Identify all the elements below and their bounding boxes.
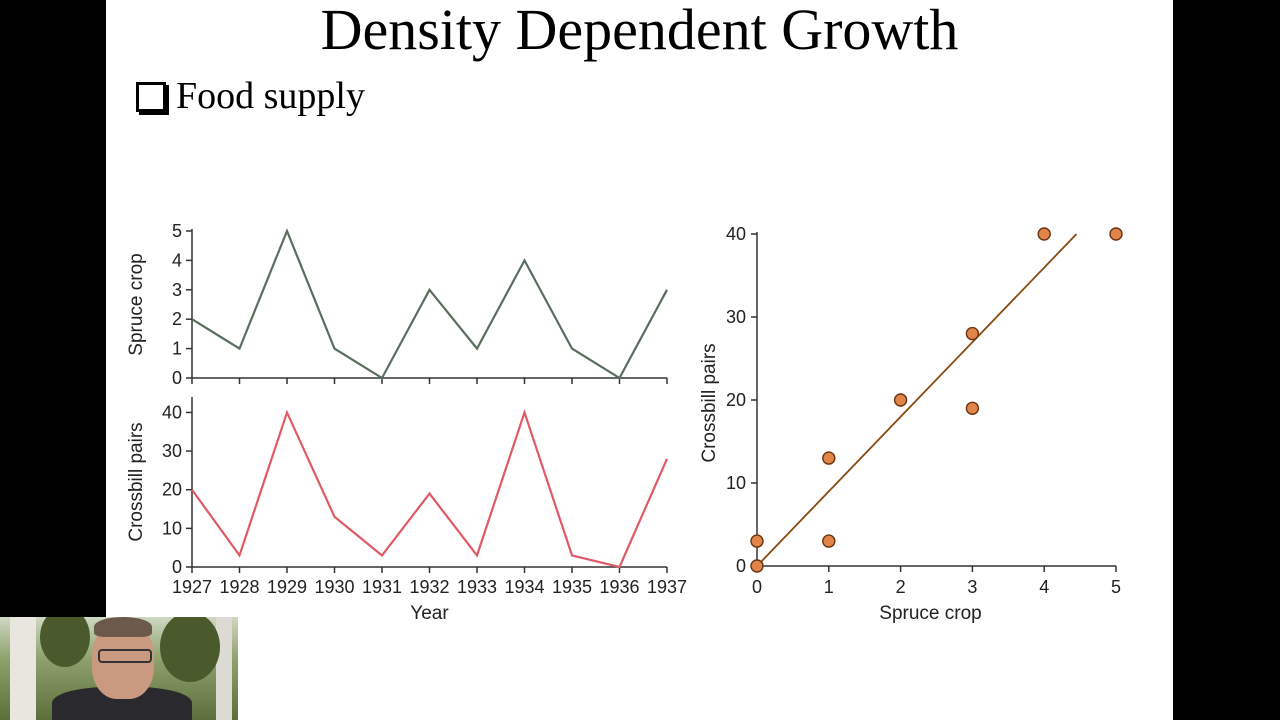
y-tick-label: 0 (172, 557, 182, 577)
x-tick-label: 5 (1111, 577, 1121, 597)
y-tick-label: 20 (726, 390, 746, 410)
crossbill-vs-spruce-scatter-chart: 0 10 20 30 40 0 1 2 3 4 5 Spruce crop Crossbill pair… (699, 224, 1123, 624)
spruce-crop-series-line (191, 228, 668, 380)
y-tick-label: 2 (172, 309, 182, 329)
x-tick-label: 4 (1039, 577, 1049, 597)
scatter-point (965, 326, 980, 341)
y-axis-title: Spruce crop (126, 253, 147, 355)
x-tick-label: 3 (967, 577, 977, 597)
x-tick-label: 1929 (267, 577, 307, 597)
y-tick-label: 5 (172, 221, 182, 241)
x-tick-label: 1 (824, 577, 834, 597)
x-axis-title: Year (410, 603, 449, 624)
x-tick-label: 1934 (504, 577, 544, 597)
spruce-crop-timeseries-chart: 0 1 2 3 4 5 Spruce crop (126, 221, 668, 388)
y-tick-label: 4 (172, 250, 182, 270)
y-tick-label: 1 (172, 339, 182, 359)
porch-pillar (216, 617, 232, 720)
slide: Density Dependent Growth Food supply (106, 0, 1173, 720)
x-tick-label: 1936 (599, 577, 639, 597)
bullet-text: Food supply (176, 75, 365, 117)
crossbill-pairs-series-line (191, 408, 669, 569)
y-tick-label: 30 (726, 307, 746, 327)
x-axis-title: Spruce crop (879, 603, 981, 624)
tree-foliage (40, 617, 90, 667)
scatter-point (1109, 227, 1123, 241)
x-tick-label: 1928 (219, 577, 259, 597)
x-tick-label: 1933 (457, 577, 497, 597)
porch-pillar (10, 617, 36, 720)
crossbill-pairs-timeseries-chart: 0 10 20 30 40 1927 1928 1929 1930 1931 1932 1933 193… (126, 397, 687, 624)
y-tick-label: 0 (172, 368, 182, 388)
x-tick-label: 0 (752, 577, 762, 597)
x-tick-label: 2 (896, 577, 906, 597)
presenter-hair (94, 617, 152, 637)
tree-foliage (160, 617, 220, 682)
scatter-point (822, 534, 836, 548)
presenter-glasses (98, 649, 152, 663)
slide-title: Density Dependent Growth (320, 0, 959, 62)
checkbox-bullet-icon (136, 82, 166, 112)
scatter-point (822, 451, 836, 465)
scatter-point (965, 401, 980, 415)
scatter-point (1037, 227, 1051, 241)
x-tick-label: 1931 (362, 577, 402, 597)
scatter-point (750, 534, 764, 548)
bullet-item: Food supply (136, 74, 365, 118)
x-tick-label: 1937 (647, 577, 687, 597)
y-tick-label: 0 (736, 556, 746, 576)
y-tick-label: 40 (162, 402, 182, 422)
scatter-point (893, 393, 908, 407)
y-tick-label: 30 (162, 441, 182, 461)
x-tick-label: 1935 (552, 577, 592, 597)
y-tick-label: 40 (726, 224, 746, 244)
y-axis-title: Crossbill pairs (126, 422, 147, 541)
y-tick-label: 20 (162, 480, 182, 500)
y-tick-label: 10 (726, 473, 746, 493)
x-tick-label: 1932 (409, 577, 449, 597)
y-axis-title: Crossbill pairs (699, 343, 720, 462)
x-tick-label: 1927 (172, 577, 212, 597)
trend-line (756, 233, 1078, 567)
x-tick-label: 1930 (314, 577, 354, 597)
scatter-point (750, 559, 764, 573)
y-tick-label: 3 (172, 280, 182, 300)
webcam-overlay (0, 617, 238, 720)
y-tick-label: 10 (162, 518, 182, 538)
